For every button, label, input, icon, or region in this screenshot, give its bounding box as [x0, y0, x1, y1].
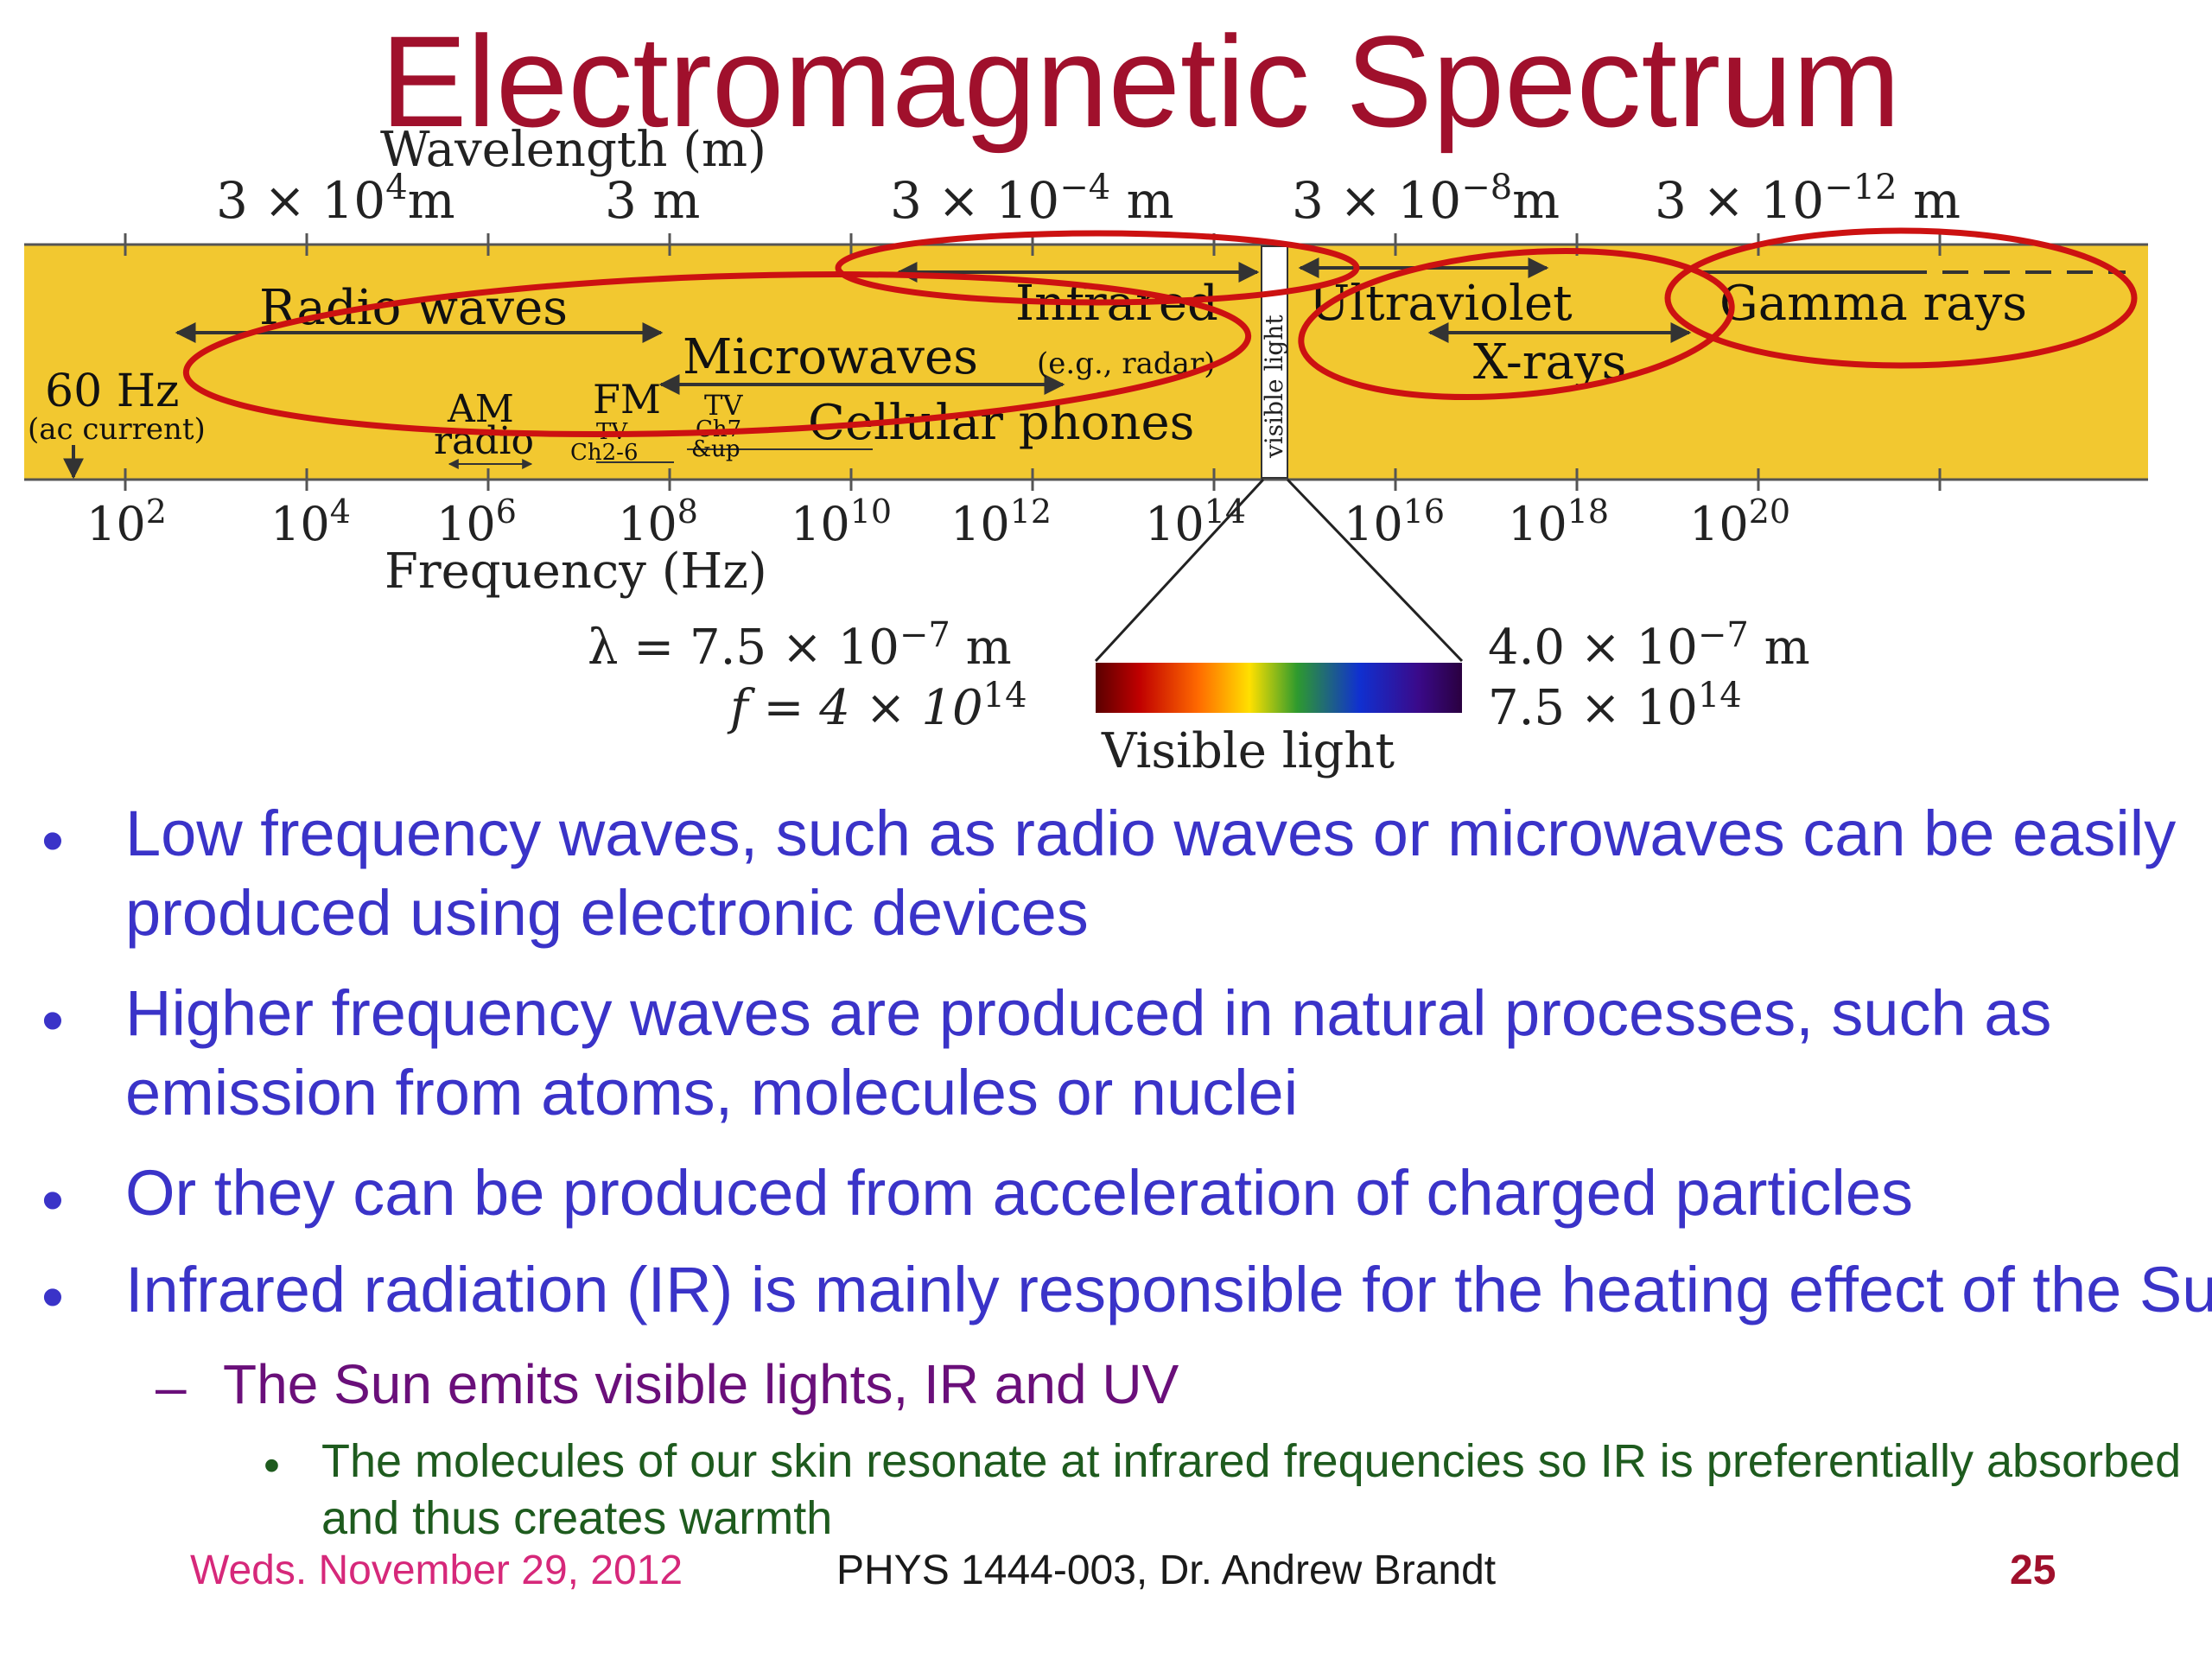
visible-zoom-lines [1094, 478, 1464, 663]
bullet-2-line-2: emission from atoms, molecules or nuclei [125, 1057, 1299, 1128]
sub-sub-bullet-line-1: The molecules of our skin resonate at in… [321, 1435, 2182, 1487]
bullet-dot-1: • [41, 804, 64, 876]
footer-course: PHYS 1444-003, Dr. Andrew Brandt [836, 1548, 1497, 1593]
sub-sub-bullet-dot: • [264, 1440, 280, 1491]
tv-up-label: &up [691, 436, 741, 462]
ac-current-label: (ac current) [28, 412, 206, 447]
hz60-label: 60 Hz [45, 365, 179, 417]
footer-date: Weds. November 29, 2012 [190, 1548, 683, 1593]
wavelength-tick-1: 3 × 104m [216, 168, 455, 230]
wavelength-tick-5: 3 × 10−12 m [1655, 168, 1961, 230]
freq-tick-8: 1016 [1344, 493, 1445, 551]
bullet-dot-4: • [41, 1261, 64, 1332]
bullet-1-line-2: produced using electronic devices [125, 877, 1089, 949]
wavelength-axis-label: Wavelength (m) [380, 122, 766, 178]
ultraviolet-label: Ultraviolet [1309, 276, 1573, 332]
am-radio-label: radio [434, 419, 534, 463]
gamma-rays-label: Gamma rays [1719, 276, 2027, 332]
wavelength-tick-4: 3 × 10−8m [1292, 168, 1560, 230]
freq-tick-5: 1010 [791, 493, 892, 551]
gamma-highlight [1664, 227, 2138, 369]
tv-ch2-6-label: Ch2-6 [570, 440, 639, 466]
freq-tick-2: 104 [270, 493, 351, 551]
bullet-2-line-1: Higher frequency waves are produced in n… [125, 977, 2052, 1049]
radio-microwave-highlight [182, 271, 1252, 437]
visible-light-label: Visible light [1101, 723, 1395, 779]
freq-tick-1: 102 [86, 493, 167, 551]
sub-bullet-dash: – [156, 1356, 187, 1418]
freq-tick-6: 1012 [950, 493, 1052, 551]
sub-bullet-1-line-1: The Sun emits visible lights, IR and UV [223, 1353, 1179, 1415]
slide-title: Electromagnetic Spectrum [380, 9, 1901, 154]
wavelength-tick-2: 3 m [605, 171, 700, 230]
visible-light-strip [1261, 245, 1288, 479]
infrared-highlight [835, 230, 1360, 306]
visible-light-strip-label: visible light [1260, 315, 1288, 459]
freq-tick-3: 106 [436, 493, 517, 551]
freq-tick-7: 1014 [1145, 493, 1246, 551]
bullet-4-line-1: Infrared radiation (IR) is mainly respon… [125, 1254, 2212, 1325]
am-label: AM [447, 387, 514, 431]
visible-spectrum-gradient [1096, 663, 1462, 713]
visible-right-frequency: 7.5 × 1014 [1488, 676, 1742, 736]
freq-tick-10: 1020 [1689, 493, 1790, 551]
microwaves-label: Microwaves [683, 329, 978, 385]
bullet-3-line-1: Or they can be produced from acceleratio… [125, 1157, 1914, 1229]
freq-tick-9: 1018 [1508, 493, 1609, 551]
em-spectrum-diagram: Wavelength (m) 3 × 104m 3 m 3 × 10−4 m 3… [24, 122, 2148, 779]
bottom-ticks [124, 468, 1942, 491]
sub-sub-bullet-line-2: and thus creates warmth [321, 1492, 833, 1544]
bullet-1-line-1: Low frequency waves, such as radio waves… [125, 798, 2177, 869]
tv-ch7-label: TV [704, 389, 743, 422]
wavelength-tick-3: 3 × 10−4 m [890, 168, 1174, 230]
visible-right-wavelength: 4.0 × 10−7 m [1488, 615, 1810, 676]
footer-page-number: 25 [2010, 1548, 2056, 1593]
fm-label: FM [593, 376, 661, 423]
frequency-axis-label: Frequency (Hz) [385, 543, 767, 600]
uv-xray-highlight [1298, 247, 1735, 401]
bullet-dot-2: • [41, 984, 64, 1056]
freq-tick-4: 108 [618, 493, 698, 551]
bullet-dot-3: • [41, 1164, 64, 1236]
visible-left-wavelength: λ = 7.5 × 10−7 m [588, 615, 1012, 676]
visible-left-frequency: f = 4 × 1014 [727, 676, 1027, 736]
